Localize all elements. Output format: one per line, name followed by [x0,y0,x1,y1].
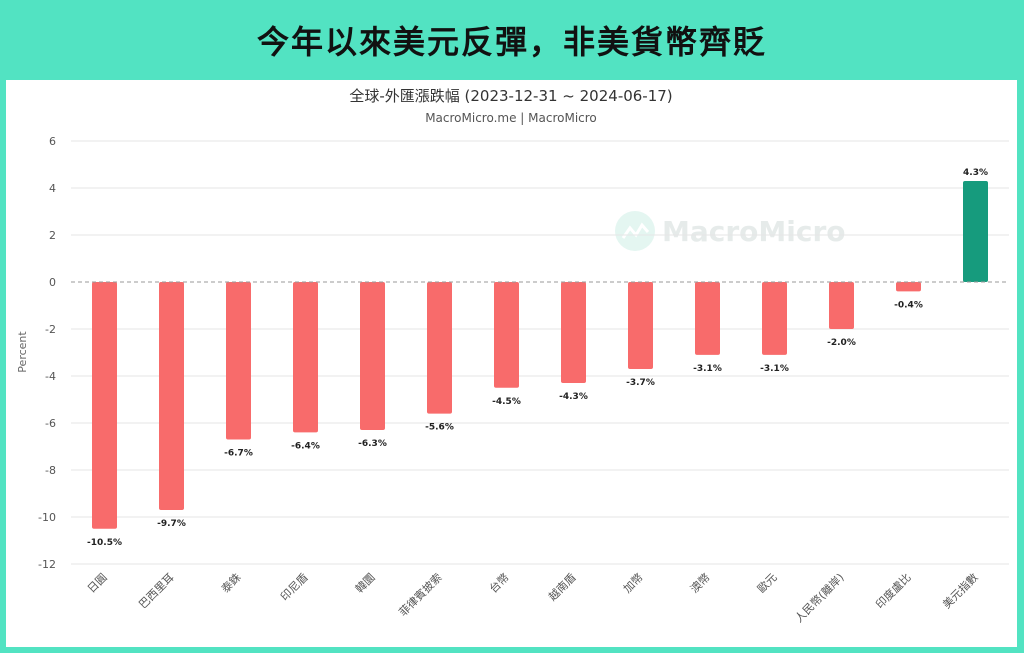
data-label: -5.6% [425,423,454,433]
y-tick-label: 4 [49,182,56,195]
bar[interactable] [628,282,653,369]
y-tick-label: 0 [49,276,56,289]
bar[interactable] [762,282,787,355]
data-label: -9.7% [157,519,186,529]
banner-title: 今年以來美元反彈，非美貨幣齊貶 [256,23,767,61]
data-label: -2.0% [827,338,856,348]
x-tick-label: 泰銖 [218,570,243,595]
bar[interactable] [829,282,854,329]
y-tick-label: -4 [45,370,56,383]
y-axis-label: Percent [16,331,29,373]
data-label: -4.3% [559,392,588,402]
x-tick-label: 澳幣 [688,571,713,596]
x-tick-label: 美元指數 [940,570,981,611]
chart-panel: MacroMicro 全球-外匯漲跌幅 (2023-12-31 ~ 2024-0… [6,80,1017,647]
bar[interactable] [427,282,452,414]
bar[interactable] [561,282,586,384]
y-tick-label: -2 [45,323,56,336]
x-tick-label: 印度盧比 [873,570,914,611]
data-label: -6.7% [224,448,253,458]
data-label: -10.5% [87,538,122,548]
x-tick-label: 人民幣(離岸) [792,570,847,625]
chart-title: 全球-外匯漲跌幅 (2023-12-31 ~ 2024-06-17) [349,87,672,105]
data-label: -3.1% [760,364,789,374]
bar[interactable] [92,282,117,529]
data-label: -3.7% [626,378,655,388]
data-label: -0.4% [894,300,923,310]
x-tick-label: 韓圜 [353,571,378,596]
x-tick-label: 台幣 [486,570,511,595]
y-tick-label: -8 [45,464,56,477]
data-label: -6.3% [358,439,387,449]
watermark-text: MacroMicro [662,215,846,248]
bar[interactable] [695,282,720,355]
x-tick-label: 加幣 [621,571,646,596]
y-tick-label: 6 [49,135,56,148]
x-tick-label: 日圓 [85,571,110,596]
x-tick-label: 菲律賓披索 [396,570,445,619]
y-tick-label: -6 [45,417,56,430]
bar-chart: MacroMicro 全球-外匯漲跌幅 (2023-12-31 ~ 2024-0… [16,87,1009,625]
data-label: -6.4% [291,441,320,451]
x-tick-label: 印尼盾 [278,571,311,604]
y-tick-label: -10 [38,511,56,524]
y-tick-label: 2 [49,229,56,242]
x-tick-label: 歐元 [754,570,779,595]
data-label: -3.1% [693,364,722,374]
x-tick-label: 越南盾 [545,570,578,603]
bar[interactable] [360,282,385,431]
data-label: 4.3% [963,168,988,178]
bar[interactable] [896,282,921,292]
bar[interactable] [226,282,251,440]
watermark: MacroMicro [615,211,846,251]
bar[interactable] [963,180,988,282]
bar[interactable] [494,282,519,388]
y-tick-label: -12 [38,558,56,571]
bar[interactable] [159,282,184,510]
chart-subtitle: MacroMicro.me | MacroMicro [425,111,597,125]
data-label: -4.5% [492,397,521,407]
bar[interactable] [293,282,318,433]
watermark-logo-icon [615,211,655,251]
x-tick-label: 巴西里耳 [136,571,176,611]
